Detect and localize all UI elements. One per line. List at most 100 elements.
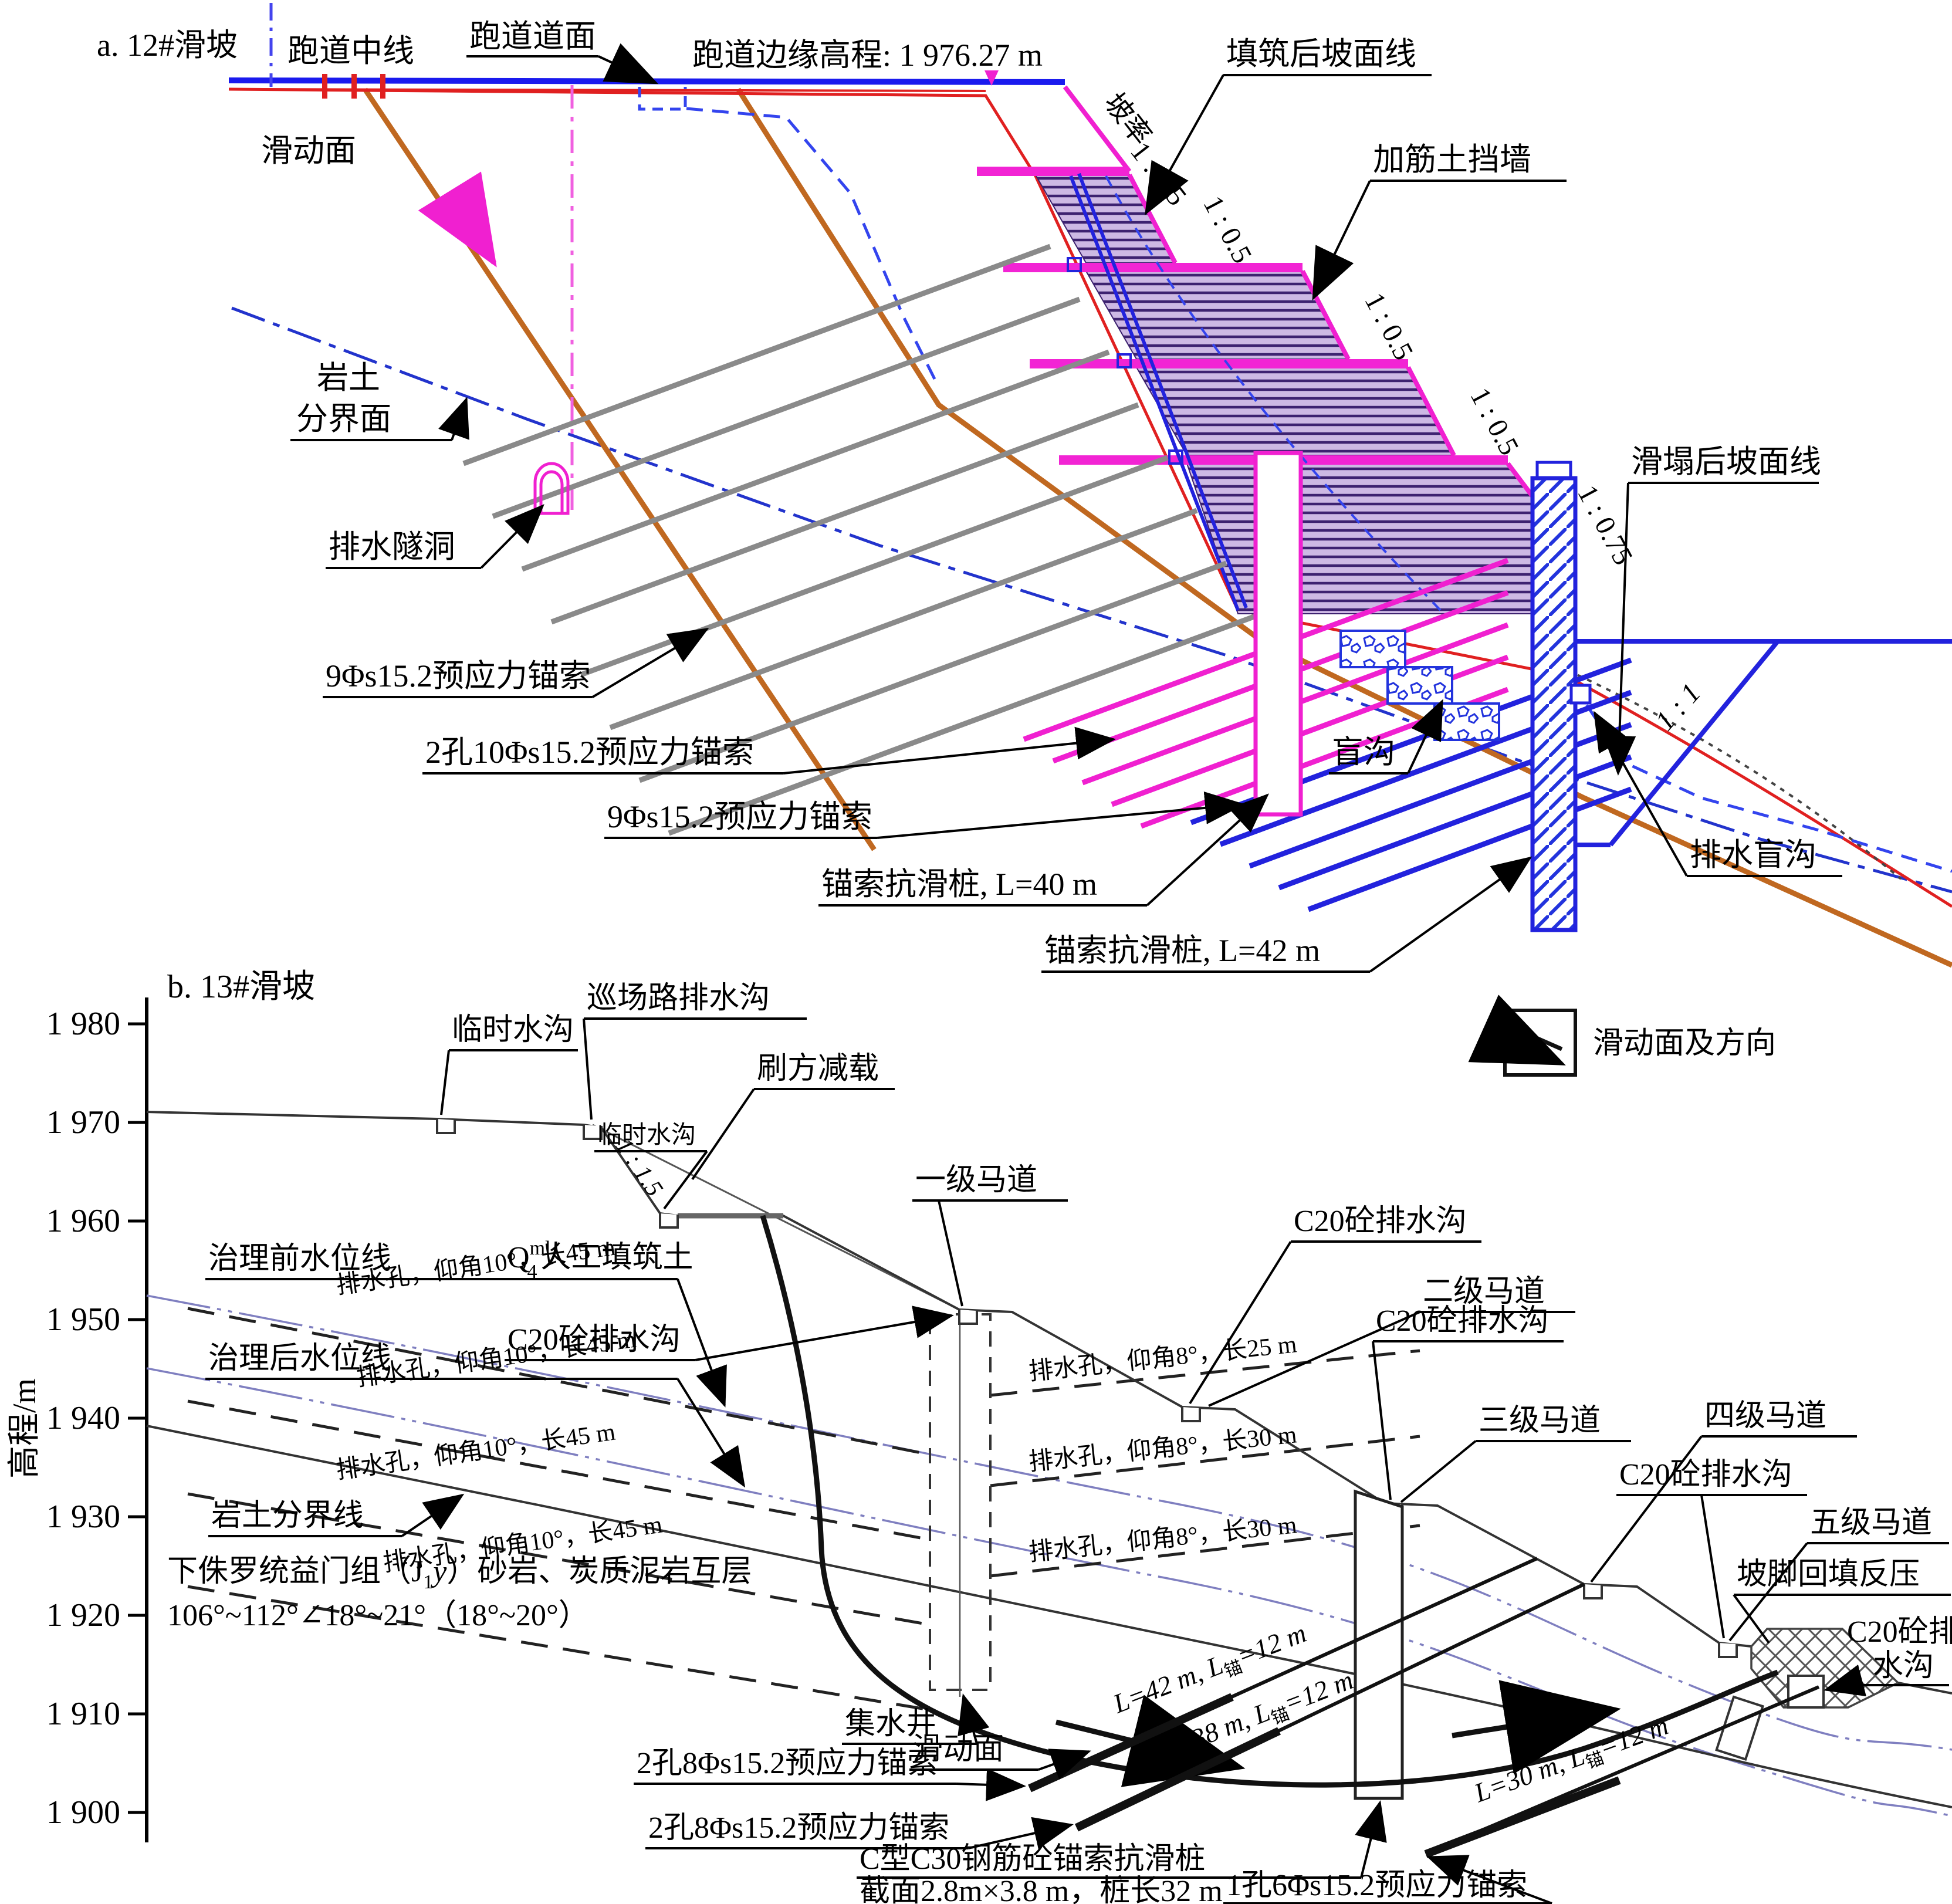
fill-soil-label: Qml 4 人工填筑土 — [508, 1237, 693, 1283]
svg-text:分界面: 分界面 — [296, 401, 391, 437]
anchored-pile-L42 — [1530, 476, 1578, 932]
berm3-label: 三级马道 — [1400, 1404, 1631, 1503]
slide-direction-arrow-2 — [1452, 1680, 1621, 1774]
svg-text:1 900: 1 900 — [46, 1794, 120, 1831]
drainage-tunnel-symbol — [533, 462, 570, 515]
anchor-9a-label: 9Φs15.2预应力锚索 — [323, 627, 709, 698]
drain-blind-ditch-label: 排水盲沟 — [1594, 711, 1842, 877]
y-axis-ticks — [128, 1022, 147, 1814]
svg-text:滑塌后坡面线: 滑塌后坡面线 — [1631, 444, 1821, 479]
wall-band-2 — [1003, 263, 1303, 272]
svg-text:C20砼排水沟: C20砼排水沟 — [1619, 1458, 1792, 1492]
svg-text:截面2.8m×3.8 m，桩长32 m: 截面2.8m×3.8 m，桩长32 m — [860, 1875, 1223, 1904]
berm5-label: 五级马道 — [1728, 1506, 1949, 1642]
runway-pavement-label: 跑道道面 — [466, 19, 659, 84]
svg-text:盲沟: 盲沟 — [1332, 735, 1395, 770]
svg-text:2孔8Φs15.2预应力锚索: 2孔8Φs15.2预应力锚索 — [637, 1747, 938, 1780]
svg-text:1 910: 1 910 — [46, 1696, 120, 1732]
c20-label-4: C20砼排水沟 — [1616, 1458, 1807, 1639]
svg-text:C20砼排水沟: C20砼排水沟 — [508, 1323, 681, 1357]
y-axis-title: 高程/m — [6, 1378, 43, 1479]
svg-text:1 950: 1 950 — [46, 1301, 120, 1338]
berm4-label: 四级马道 — [1590, 1399, 1857, 1583]
svg-text:2孔10Φs15.2预应力锚索: 2孔10Φs15.2预应力锚索 — [425, 735, 754, 770]
runway-centerline-label: 跑道中线 — [287, 33, 414, 69]
berm2-label: 二级马道 — [1208, 1275, 1575, 1407]
fill-slope-line — [1063, 85, 1132, 173]
svg-text:9Φs15.2预应力锚索: 9Φs15.2预应力锚索 — [326, 658, 591, 694]
svg-text:集水井: 集水井 — [845, 1707, 936, 1741]
svg-text:2孔8Φs15.2预应力锚索: 2孔8Φs15.2预应力锚索 — [648, 1811, 949, 1845]
wall-faces — [1127, 174, 1575, 615]
ratio-05c-label: 1 : 0.5 — [1464, 383, 1525, 460]
wall-inner-dashed-drain — [1105, 175, 1442, 611]
svg-text:巡场路排水沟: 巡场路排水沟 — [587, 982, 770, 1015]
runway-pavement-box — [638, 87, 687, 111]
drain-holes-8deg — [990, 1349, 1420, 1578]
svg-text:岩土分界线: 岩土分界线 — [211, 1499, 364, 1533]
runway-tick-2 — [351, 74, 357, 99]
rock-soil-interface-line — [231, 306, 1952, 894]
svg-text:9Φs15.2预应力锚索: 9Φs15.2预应力锚索 — [607, 799, 872, 834]
temp-ditch1-label: 临时水沟 — [440, 1013, 578, 1115]
blind-drain-outlet — [1569, 684, 1592, 705]
temp-ditch2-label: 临时水沟 — [594, 1121, 708, 1210]
svg-text:水沟: 水沟 — [1873, 1649, 1934, 1683]
reinforced-wall-label: 加筋土挡墙 — [1312, 142, 1567, 301]
anchor-9b-label: 9Φs15.2预应力锚索 — [604, 791, 1245, 839]
svg-text:1 930: 1 930 — [46, 1499, 120, 1535]
sliding-direction-arrow-a — [418, 171, 497, 268]
svg-text:五级马道: 五级马道 — [1810, 1506, 1932, 1540]
legend-label: 滑动面及方向 — [1593, 1027, 1776, 1060]
svg-text:1 960: 1 960 — [46, 1203, 120, 1239]
sliding-surface-label-a: 滑动面 — [261, 133, 356, 168]
svg-text:填筑后坡面线: 填筑后坡面线 — [1226, 36, 1416, 72]
jurassic-label-2: 106°~112°∠18°~21°（18°~20°） — [167, 1599, 589, 1632]
section-a: a. 12#滑坡 跑道中线 跑道道面 跑道边缘高程: 1 976.27 m 坡率… — [97, 3, 1952, 973]
anchor-1x6-label: 1孔6Φs15.2预应力锚索 — [1223, 1855, 1552, 1904]
pile-b-label: C型C30钢筋砼锚索抗滑桩 截面2.8m×3.8 m，桩长32 m — [857, 1800, 1387, 1904]
toe-channel-structure — [1715, 1695, 1764, 1761]
svg-text:三级马道: 三级马道 — [1479, 1404, 1601, 1438]
pile-L42-label: 锚索抗滑桩, L=42 m — [1041, 856, 1532, 973]
svg-text:1孔6Φs15.2预应力锚索: 1孔6Φs15.2预应力锚索 — [1226, 1869, 1527, 1902]
svg-text:锚索抗滑桩, L=40 m: 锚索抗滑桩, L=40 m — [821, 867, 1097, 902]
anchored-pile-L40 — [1253, 451, 1303, 817]
svg-text:岩土: 岩土 — [317, 360, 380, 395]
svg-text:一级马道: 一级马道 — [915, 1164, 1037, 1197]
svg-text:坡脚回填反压: 坡脚回填反压 — [1737, 1558, 1920, 1591]
svg-text:滑动面: 滑动面 — [912, 1733, 1004, 1766]
section-a-title: a. 12#滑坡 — [97, 28, 238, 63]
runway-tick-3 — [380, 74, 385, 99]
anti-slide-pile-b — [1354, 1489, 1404, 1800]
blind-ditch-label: 盲沟 — [1329, 699, 1443, 775]
svg-text:排水盲沟: 排水盲沟 — [1690, 837, 1816, 872]
collapse-slope-line-label: 滑塌后坡面线 — [1603, 444, 1821, 776]
svg-text:加筋土挡墙: 加筋土挡墙 — [1373, 142, 1531, 177]
svg-text:1 920: 1 920 — [46, 1597, 120, 1634]
wall-back-drain — [1069, 173, 1248, 611]
anchor-2x8a-label: 2孔8Φs15.2预应力锚索 — [634, 1747, 1026, 1801]
svg-text:治理后水位线: 治理后水位线 — [208, 1342, 391, 1375]
wall-band-1 — [977, 167, 1129, 176]
collapse-slope-line-upper — [686, 107, 941, 388]
well-label: 集水井 — [842, 1693, 990, 1745]
c20-label-2: C20砼排水沟 — [1189, 1205, 1481, 1405]
pile-L40-label: 锚索抗滑桩, L=40 m — [818, 793, 1269, 907]
pre-water-label: 治理前水位线 — [205, 1242, 727, 1408]
c20-label-1: C20砼排水沟 — [505, 1306, 954, 1361]
legend-slide-direction: 滑动面及方向 — [1468, 995, 1776, 1077]
ratio-05a-label: 1 : 0.5 — [1197, 191, 1258, 268]
cut-unload-label: 刷方减载 — [691, 1052, 895, 1181]
svg-text:C20砼排: C20砼排 — [1847, 1615, 1952, 1649]
rock-soil-boundary-line — [146, 1425, 1952, 1808]
drainage-tunnel-label: 排水隧洞 — [326, 504, 544, 569]
section-b: 1 980 1 970 1 960 1 950 1 940 1 930 1 92… — [6, 969, 1952, 1904]
berm1-label: 一级马道 — [912, 1164, 1068, 1307]
rock-soil-label-b: 岩土分界线 — [208, 1493, 465, 1537]
anchor-2x8b-label: 2孔8Φs15.2预应力锚索 — [645, 1811, 1074, 1849]
post-water-label: 治理后水位线 — [205, 1342, 746, 1488]
c20-label-5: C20砼排 水沟 — [1824, 1615, 1952, 1697]
sliding-surface-b — [760, 1215, 1779, 1788]
